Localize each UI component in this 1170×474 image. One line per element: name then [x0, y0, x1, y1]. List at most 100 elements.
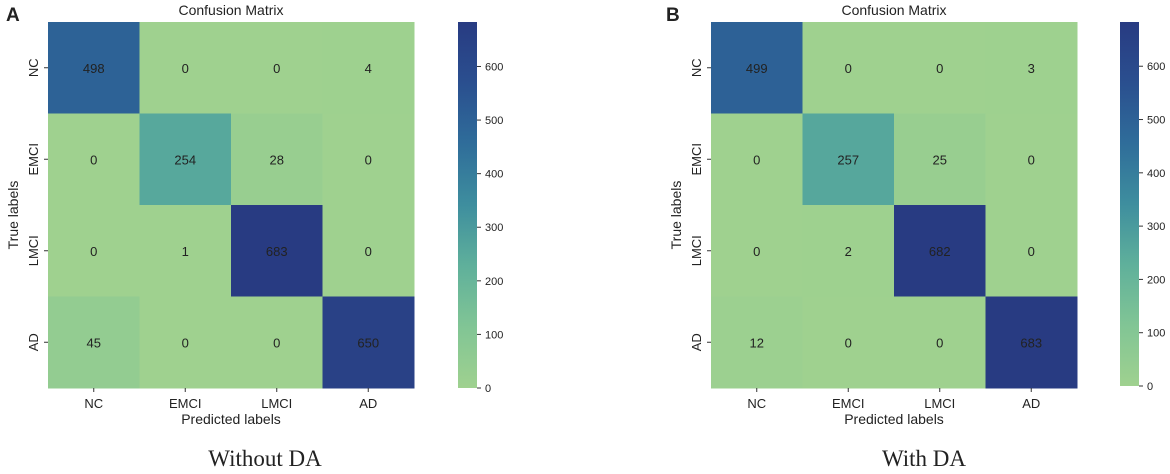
cell-value: 3 — [1028, 61, 1035, 76]
y-axis-label: True labels — [668, 181, 684, 250]
cell-value: 25 — [933, 152, 947, 167]
cell-value: 0 — [845, 61, 852, 76]
colorbar-tick-label: 500 — [485, 115, 503, 127]
colorbar-tick-label: 400 — [1147, 168, 1165, 180]
colorbar-tick-label: 300 — [1147, 221, 1165, 233]
cell-value: 683 — [266, 244, 288, 259]
cell-value: 499 — [746, 61, 768, 76]
colorbar-tick-label: 500 — [1147, 115, 1165, 127]
cell-value: 650 — [357, 335, 379, 350]
heatmap-cell — [231, 296, 323, 389]
cell-value: 0 — [1028, 244, 1035, 259]
heatmap-cell — [48, 22, 140, 114]
heatmap-cell — [985, 22, 1078, 114]
cell-value: 0 — [90, 152, 97, 167]
heatmap-cell — [231, 205, 323, 297]
heatmap-cell — [139, 205, 232, 297]
x-tick-label: AD — [1022, 396, 1040, 411]
heatmap-cell — [985, 296, 1078, 389]
x-tick-label: AD — [359, 396, 377, 411]
chart-title: Confusion Matrix — [841, 2, 946, 18]
heatmap-cell — [322, 113, 415, 206]
panel-caption: Without DA — [208, 446, 322, 471]
heatmap-cell — [711, 205, 803, 297]
x-tick-label: LMCI — [924, 396, 955, 411]
heatmap-cell — [48, 205, 140, 297]
heatmap-cell — [231, 113, 323, 206]
cell-value: 12 — [750, 335, 764, 350]
cell-value: 0 — [273, 335, 280, 350]
cell-value: 683 — [1020, 335, 1042, 350]
cell-value: 28 — [270, 152, 284, 167]
heatmap-cell — [139, 22, 232, 114]
cell-value: 2 — [845, 244, 852, 259]
heatmap-cell — [802, 205, 895, 297]
cell-value: 0 — [936, 335, 943, 350]
x-tick-label: EMCI — [832, 396, 865, 411]
heatmap-cell — [802, 113, 895, 206]
x-axis-label: Predicted labels — [844, 411, 944, 427]
cell-value: 0 — [753, 244, 760, 259]
panel-label: A — [6, 5, 20, 26]
cell-value: 257 — [837, 152, 859, 167]
heatmap-cell — [48, 113, 140, 206]
colorbar — [1120, 22, 1139, 386]
x-tick-label: NC — [84, 396, 103, 411]
heatmap-cell — [231, 22, 323, 114]
heatmap-cell — [985, 205, 1078, 297]
chart-title: Confusion Matrix — [178, 2, 283, 18]
cell-value: 0 — [365, 244, 372, 259]
cell-value: 0 — [365, 152, 372, 167]
cell-value: 254 — [174, 152, 196, 167]
y-tick-label: AD — [689, 333, 704, 351]
cell-value: 0 — [1028, 152, 1035, 167]
cell-value: 0 — [90, 244, 97, 259]
colorbar-tick-label: 300 — [485, 222, 503, 234]
y-tick-label: EMCI — [689, 143, 704, 176]
heatmap-cell — [322, 22, 415, 114]
heatmap-cell — [139, 296, 232, 389]
heatmap-cell — [711, 113, 803, 206]
cell-value: 4 — [365, 61, 372, 76]
cell-value: 498 — [83, 61, 105, 76]
cell-value: 0 — [753, 152, 760, 167]
y-axis-label: True labels — [5, 181, 21, 250]
colorbar — [458, 22, 477, 388]
colorbar-tick-label: 0 — [1147, 381, 1153, 393]
colorbar-tick-label: 200 — [485, 276, 503, 288]
y-tick-label: LMCI — [689, 235, 704, 266]
y-tick-label: LMCI — [26, 235, 41, 266]
colorbar-tick-label: 400 — [485, 169, 503, 181]
heatmap-cell — [802, 22, 895, 114]
heatmap-cell — [48, 296, 140, 389]
x-tick-label: EMCI — [169, 396, 202, 411]
colorbar-tick-label: 0 — [485, 383, 491, 395]
heatmap-cell — [711, 22, 803, 114]
y-tick-label: NC — [26, 58, 41, 77]
colorbar-tick-label: 600 — [1147, 61, 1165, 73]
cell-value: 45 — [87, 335, 101, 350]
cell-value: 1 — [182, 244, 189, 259]
colorbar-tick-label: 100 — [1147, 328, 1165, 340]
y-tick-label: NC — [689, 58, 704, 77]
panel-caption: With DA — [882, 446, 966, 471]
cell-value: 0 — [936, 61, 943, 76]
heatmap-cell — [322, 296, 415, 389]
panel-label: B — [666, 5, 680, 26]
colorbar-tick-label: 600 — [485, 61, 503, 73]
heatmap-cell — [139, 113, 232, 206]
heatmap-cell — [802, 296, 895, 389]
x-tick-label: NC — [747, 396, 766, 411]
x-tick-label: LMCI — [261, 396, 292, 411]
x-axis-label: Predicted labels — [181, 411, 281, 427]
heatmap-cell — [711, 296, 803, 389]
cell-value: 0 — [182, 61, 189, 76]
y-tick-label: EMCI — [26, 143, 41, 176]
heatmap-cell — [322, 205, 415, 297]
heatmap-cell — [894, 296, 986, 389]
cell-value: 0 — [845, 335, 852, 350]
heatmap-cell — [894, 22, 986, 114]
heatmap-cell — [894, 205, 986, 297]
colorbar-tick-label: 200 — [1147, 274, 1165, 286]
